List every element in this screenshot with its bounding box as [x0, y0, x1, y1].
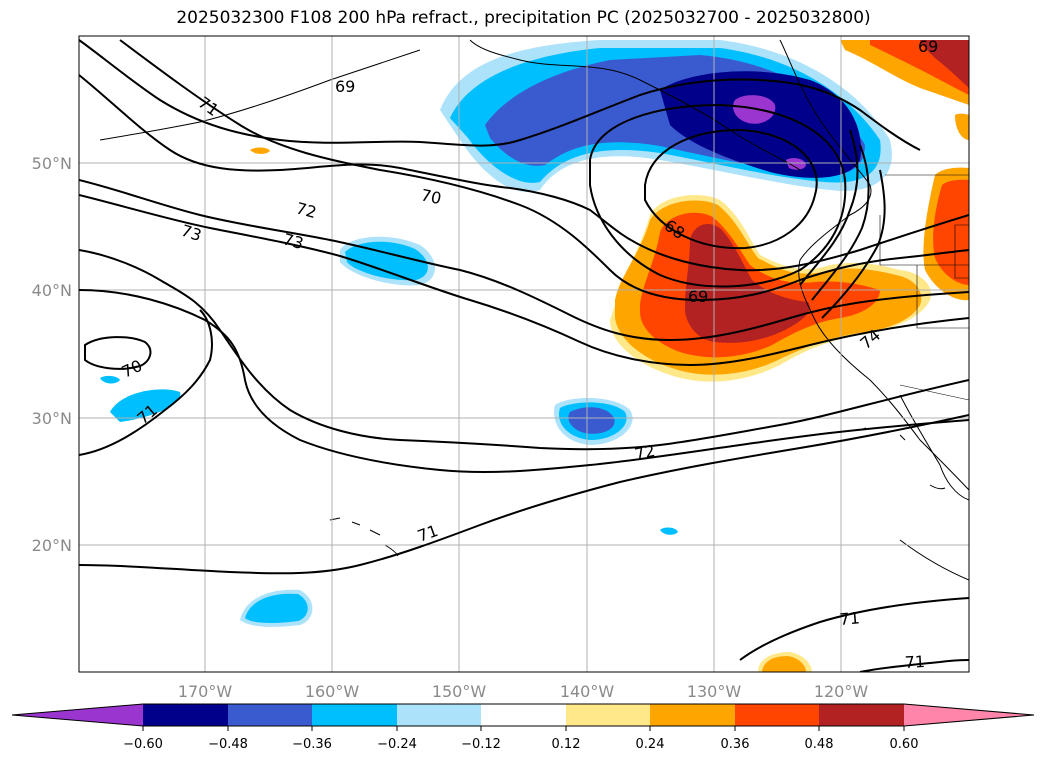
- lon-label: 140°W: [560, 682, 615, 701]
- map-title: 2025032300 F108 200 hPa refract., precip…: [176, 8, 871, 28]
- contour-line: [811, 144, 870, 301]
- colorbar-tick-label: 0.60: [890, 737, 919, 752]
- coast-hawaii: [329, 517, 399, 557]
- longitude-labels: 170°W 160°W 150°W 140°W 130°W 120°W: [178, 682, 869, 701]
- contour-label: 73: [281, 230, 306, 254]
- pos-area-ca-dark: [685, 224, 810, 343]
- colorbar-tick-label: 0.12: [552, 737, 581, 752]
- pos-area-dot: [250, 147, 270, 154]
- political-borders: [879, 174, 969, 401]
- contour-line: [79, 309, 213, 456]
- colorbar-ticks: [142, 726, 905, 731]
- colorbar-bin: [566, 704, 650, 726]
- colorbar-bin: [735, 704, 819, 726]
- precip-shading: [100, 40, 969, 672]
- colorbar-bin: [228, 704, 312, 726]
- neg-area-central-inner: [345, 241, 428, 281]
- contour-line: [859, 659, 969, 672]
- contour-line: [79, 39, 921, 151]
- colorbar-bin: [650, 704, 735, 726]
- neg-area-south-inner: [245, 593, 308, 623]
- colorbar-extend-max: [904, 704, 1034, 726]
- lon-label: 150°W: [432, 682, 487, 701]
- lat-label: 40°N: [32, 281, 72, 300]
- colorbar-bin: [819, 704, 904, 726]
- contour-label: 69: [688, 287, 708, 306]
- colorbar-tick-label: −0.48: [208, 737, 248, 752]
- colorbar-bin: [397, 704, 481, 726]
- latitude-labels: 50°N 40°N 30°N 20°N: [32, 154, 72, 555]
- neg-area-core: [660, 71, 861, 178]
- lat-label: 50°N: [32, 154, 72, 173]
- contour-line: [644, 128, 818, 250]
- lat-label: 30°N: [32, 409, 72, 428]
- contour-line: [79, 179, 969, 342]
- contour-label: 69: [918, 37, 938, 56]
- lon-label: 170°W: [178, 682, 233, 701]
- contours: [79, 39, 969, 672]
- contour-line: [79, 194, 969, 367]
- contour-line: [799, 129, 859, 286]
- coast-north-america: [779, 39, 969, 491]
- colorbar-bin: [312, 704, 397, 726]
- contour-label: 71: [904, 652, 925, 672]
- colorbar-tick-label: −0.36: [292, 737, 332, 752]
- neg-area-subtropic-inner: [568, 407, 615, 434]
- neg-area-west: [110, 389, 181, 422]
- contour-label: 69: [335, 77, 355, 96]
- lat-label: 20°N: [32, 536, 72, 555]
- colorbar-tick-label: −0.60: [123, 737, 163, 752]
- neg-area-west-dot: [100, 375, 120, 384]
- contour-label: 70: [419, 185, 443, 208]
- contour-line: [79, 249, 969, 451]
- colorbar-tick-label: 0.24: [636, 737, 665, 752]
- colorbar-tick-label: −0.24: [377, 737, 417, 752]
- coast-baja: [899, 394, 969, 501]
- colorbar-bin: [481, 704, 566, 726]
- contour-line: [821, 169, 886, 319]
- contour-line: [79, 414, 969, 575]
- colorbar-tick-label: 0.48: [805, 737, 834, 752]
- contour-line: [119, 39, 969, 302]
- contour-labels: 71 69 70 72 73 73 68 69 70 71 72 71 71 7…: [119, 37, 939, 672]
- colorbar-tick-label: −0.12: [461, 737, 501, 752]
- lon-label: 120°W: [814, 682, 869, 701]
- contour-line: [589, 103, 847, 288]
- pos-area-south-inner: [762, 656, 806, 672]
- pos-area-east-edge: [955, 113, 969, 140]
- pos-area-ne-dark: [920, 40, 969, 88]
- map-frame: [78, 35, 970, 673]
- contour-line: [79, 289, 969, 474]
- neg-area-dot: [660, 527, 678, 535]
- contour-label: 72: [294, 199, 319, 223]
- colorbar-extend-min: [12, 704, 143, 726]
- contour-label: 71: [839, 608, 861, 629]
- colorbar-bin: [143, 704, 228, 726]
- contour-label: 72: [633, 441, 657, 464]
- neg-area-peak2: [786, 157, 806, 170]
- contour-line: [84, 336, 152, 370]
- coast-mexico: [899, 539, 969, 581]
- coast-alaska: [469, 39, 801, 171]
- pos-area-east-red: [933, 179, 969, 285]
- colorbar: −0.60 −0.48 −0.36 −0.24 −0.12 0.12 0.24 …: [11, 703, 1035, 752]
- colorbar-tick-label: 0.36: [721, 737, 750, 752]
- lon-label: 160°W: [305, 682, 360, 701]
- lon-label: 130°W: [687, 682, 742, 701]
- contour-line: [739, 597, 969, 661]
